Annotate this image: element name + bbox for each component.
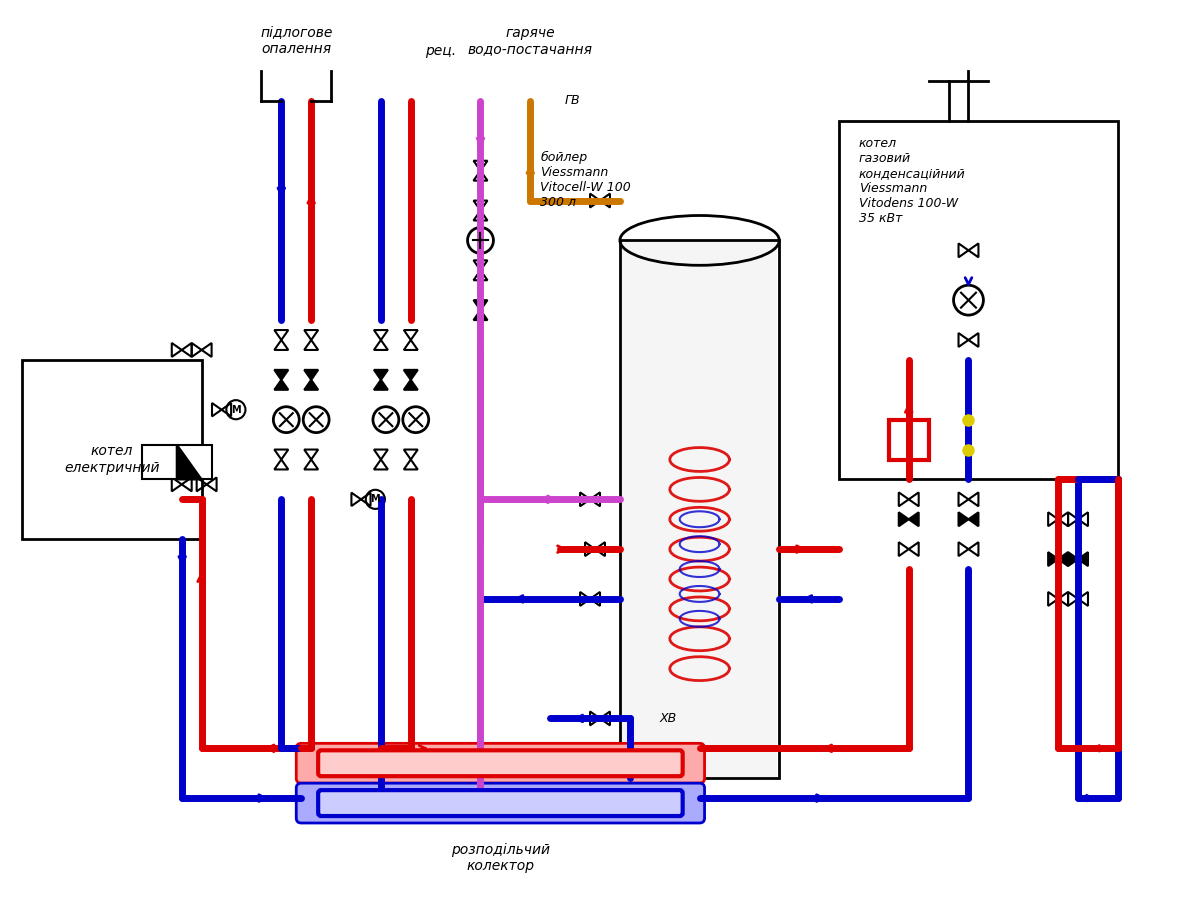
- Bar: [142, 445, 211, 480]
- Polygon shape: [275, 380, 288, 390]
- FancyBboxPatch shape: [318, 750, 683, 777]
- Text: M: M: [371, 494, 380, 505]
- Polygon shape: [176, 445, 202, 480]
- Bar: [620, 241, 779, 778]
- Text: ХВ: ХВ: [660, 712, 677, 725]
- Polygon shape: [374, 369, 388, 380]
- Polygon shape: [1058, 552, 1068, 566]
- Text: котел
електричний: котел електричний: [65, 445, 160, 474]
- Polygon shape: [305, 380, 318, 390]
- Text: котел
газовий
конденсаційний
Viessmann
Vitodens 100-W
35 кВт: котел газовий конденсаційний Viessmann V…: [859, 137, 966, 224]
- Polygon shape: [908, 512, 919, 527]
- Polygon shape: [959, 512, 968, 527]
- Polygon shape: [305, 369, 318, 380]
- Polygon shape: [968, 512, 978, 527]
- Text: гаряче
водо-постачання: гаряче водо-постачання: [468, 26, 593, 56]
- Polygon shape: [404, 380, 418, 390]
- Polygon shape: [404, 369, 418, 380]
- Polygon shape: [1078, 552, 1088, 566]
- Bar: [839, 121, 1118, 480]
- FancyBboxPatch shape: [296, 743, 704, 783]
- Polygon shape: [275, 369, 288, 380]
- FancyBboxPatch shape: [318, 790, 683, 816]
- FancyBboxPatch shape: [296, 783, 704, 823]
- Bar: [889, 420, 929, 460]
- Polygon shape: [374, 380, 388, 390]
- Text: рец.: рец.: [425, 44, 456, 58]
- Polygon shape: [1048, 552, 1058, 566]
- Text: розподільчий
колектор: розподільчий колектор: [451, 843, 550, 873]
- Polygon shape: [474, 310, 487, 320]
- Bar: [622, 241, 778, 778]
- Polygon shape: [1068, 552, 1078, 566]
- Text: підлогове
опалення: підлогове опалення: [260, 26, 332, 56]
- Text: ГВ: ГВ: [565, 95, 581, 108]
- Text: бойлер
Viessmann
Vitocell-W 100
300 л: бойлер Viessmann Vitocell-W 100 300 л: [540, 151, 631, 209]
- Polygon shape: [899, 512, 908, 527]
- Polygon shape: [474, 301, 487, 310]
- Text: M: M: [232, 404, 241, 414]
- Bar: [23, 360, 202, 539]
